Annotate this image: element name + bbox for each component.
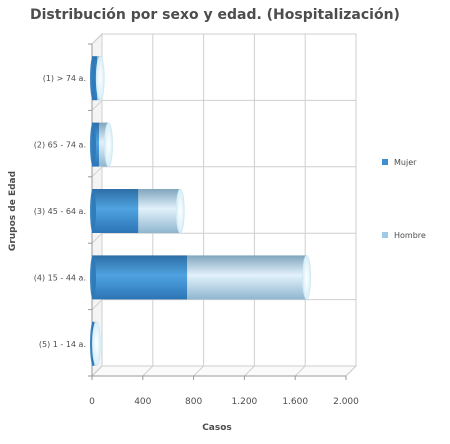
bar-end-cap	[175, 188, 185, 234]
grid-line-floor	[193, 365, 204, 377]
bar-start-cap	[90, 189, 96, 233]
grid-line-side	[91, 166, 103, 178]
legend-swatch	[382, 159, 388, 165]
grid-line-side	[91, 365, 103, 377]
x-axis-title: Casos	[202, 423, 232, 433]
bar-start-cap	[90, 122, 96, 167]
grid-line-side	[91, 232, 103, 244]
bar-hombre	[98, 122, 109, 167]
bars	[90, 55, 312, 367]
grid-line-floor	[244, 365, 255, 377]
bar-mujer	[92, 189, 139, 233]
x-tick-label: 800	[185, 397, 202, 407]
bar-hombre	[187, 255, 307, 300]
bar-end-cap	[104, 122, 113, 168]
grid-line-floor	[345, 365, 357, 377]
x-tick-label: 400	[134, 397, 151, 407]
bar-mujer	[92, 255, 188, 300]
bar-end-cap	[302, 254, 312, 300]
grid-line-floor	[142, 365, 154, 377]
grid-line-side	[91, 33, 103, 45]
legend-label: Mujer	[394, 158, 417, 167]
grid-line-side	[91, 299, 103, 310]
plot-floor	[90, 365, 358, 377]
grid-line-floor	[294, 365, 306, 377]
x-tick-label: 0	[89, 397, 95, 407]
category-label: (1) > 74 a.	[43, 74, 86, 83]
legend-label: Hombre	[394, 231, 426, 240]
category-label: (2) 65 - 74 a.	[34, 141, 86, 150]
bar-end-cap	[92, 321, 101, 367]
category-label: (5) 1 - 14 a.	[39, 340, 86, 349]
category-label: (3) 45 - 64 a.	[34, 207, 86, 216]
grid-line-side	[91, 100, 103, 111]
legend: Mujer Hombre	[382, 158, 426, 240]
y-axis-title: Grupos de Edad	[8, 171, 18, 251]
legend-swatch	[382, 232, 388, 238]
bar-hombre	[138, 189, 181, 233]
category-labels: (1) > 74 a. (2) 65 - 74 a. (3) 45 - 64 a. (…	[34, 74, 86, 349]
x-tick-labels: 0 400 800 1.200 1.600 2.000	[89, 397, 359, 407]
bar-end-cap	[95, 55, 105, 101]
bar-start-cap	[90, 56, 96, 101]
x-tick-label: 2.000	[333, 397, 359, 407]
bar-start-cap	[90, 255, 96, 300]
category-label: (4) 15 - 44 a.	[34, 273, 86, 282]
x-tick-label: 1.600	[282, 397, 308, 407]
x-tick-label: 1.200	[232, 397, 258, 407]
chart-title: Distribución por sexo y edad. (Hospitali…	[30, 7, 400, 23]
